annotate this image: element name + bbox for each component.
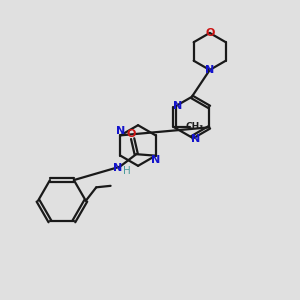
Text: O: O bbox=[205, 28, 214, 38]
Text: N: N bbox=[151, 155, 160, 165]
Text: N: N bbox=[205, 65, 214, 75]
Text: N: N bbox=[173, 100, 183, 110]
Text: CH₃: CH₃ bbox=[186, 122, 204, 131]
Text: H: H bbox=[122, 166, 130, 176]
Text: N: N bbox=[113, 163, 123, 173]
Text: N: N bbox=[191, 134, 200, 144]
Text: N: N bbox=[116, 126, 125, 136]
Text: O: O bbox=[127, 130, 136, 140]
